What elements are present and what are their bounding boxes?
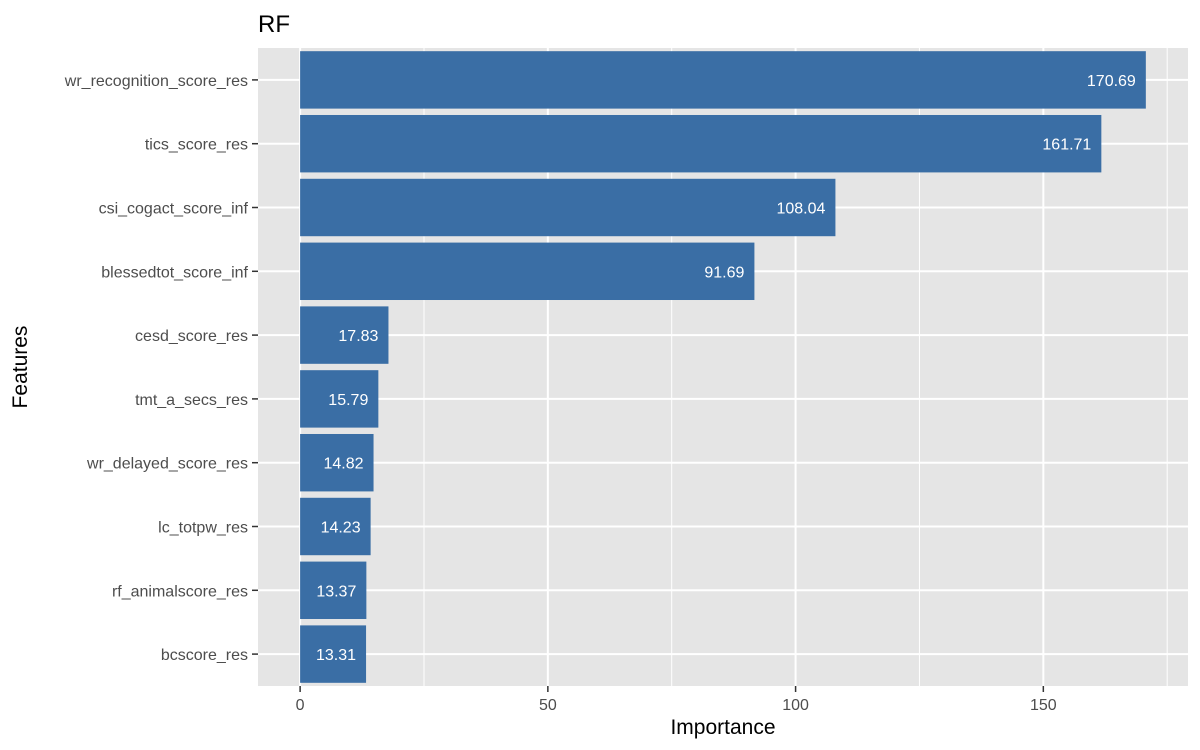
y-axis-title: Features	[9, 326, 32, 409]
y-axis: wr_recognition_score_res tics_score_rescs…	[64, 73, 258, 664]
bar-label-csi_cogact_score_inf: 108.04	[776, 201, 825, 218]
y-tick-label-tics_score_res: tics_score_res	[145, 137, 248, 154]
bar-tmt_a_secs_res	[300, 370, 379, 428]
bar-label-blessedtot_score_inf: 91.69	[704, 264, 744, 281]
bar-label-wr_delayed_score_res: 14.82	[323, 456, 363, 473]
bar-blessedtot_score_inf	[300, 242, 755, 301]
bar-cesd_score_res	[300, 306, 389, 364]
chart-title: RF	[258, 11, 290, 38]
bar-wr_delayed_score_res	[300, 433, 374, 492]
x-axis-title: Importance	[670, 716, 775, 739]
y-tick-label-blessedtot_score_inf: blessedtot_score_inf	[101, 264, 248, 281]
bar-wr_recognition_score_res	[300, 51, 1146, 109]
bar-label-cesd_score_res: 17.83	[338, 328, 378, 345]
y-tick-label-csi_cogact_score_inf: csi_cogact_score_inf	[99, 201, 249, 218]
bar-tics_score_res	[300, 114, 1102, 173]
bar-label-rf_animalscore_res: 13.37	[316, 583, 356, 600]
bar-labels: 170.69 161.71 108.04 91.69 17.83 15.79 14.82 14…	[316, 73, 1136, 664]
y-tick-label-cesd_score_res: cesd_score_res	[135, 328, 248, 345]
bar-rf_animalscore_res	[300, 561, 367, 620]
bar-bcscore_res	[300, 625, 367, 683]
bar-lc_totpw_res	[300, 497, 371, 556]
bar-label-wr_recognition_score_res: 170.69	[1087, 73, 1136, 90]
bar-csi_cogact_score_inf	[300, 178, 836, 237]
bars	[300, 51, 1146, 683]
x-tick-label-0: 0	[296, 697, 305, 714]
bar-label-tics_score_res: 161.71	[1042, 137, 1091, 154]
x-axis: 0 50 100 150	[296, 686, 1057, 714]
y-tick-label-rf_animalscore_res: rf_animalscore_res	[112, 583, 248, 600]
bar-label-lc_totpw_res: 14.23	[321, 520, 361, 537]
bar-label-tmt_a_secs_res: 15.79	[328, 392, 368, 409]
y-tick-label-bcscore_res: bcscore_res	[161, 647, 248, 664]
x-tick-label-100: 100	[782, 697, 809, 714]
y-tick-label-wr_recognition_score_res: wr_recognition_score_res	[64, 73, 248, 90]
y-tick-label-lc_totpw_res: lc_totpw_res	[158, 520, 248, 537]
bar-label-bcscore_res: 13.31	[316, 647, 356, 664]
y-tick-label-wr_delayed_score_res: wr_delayed_score_res	[86, 456, 248, 473]
x-tick-label-150: 150	[1030, 697, 1057, 714]
y-tick-label-tmt_a_secs_res: tmt_a_secs_res	[135, 392, 248, 409]
x-tick-label-50: 50	[539, 697, 557, 714]
